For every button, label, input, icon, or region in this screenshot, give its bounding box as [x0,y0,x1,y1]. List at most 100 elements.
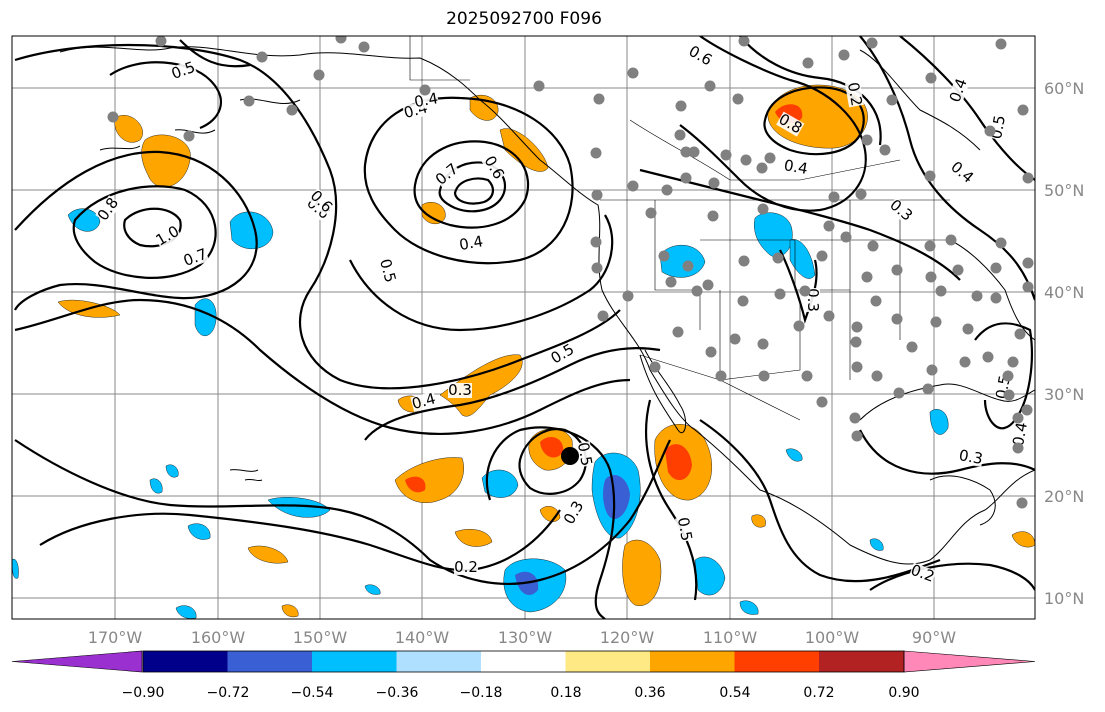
station-dot [849,412,861,424]
station-dot [870,295,882,307]
station-dot [774,288,786,300]
positive-anomaly-region [454,529,493,547]
contour-label-background [844,81,864,108]
station-dot [995,237,1007,249]
colorbar-extend-high [903,650,1036,673]
contour-label-background [307,188,335,216]
positive-anomaly-region [114,115,143,143]
colorbar-segment [650,651,735,672]
station-dot [925,72,937,84]
longitude-label: 170°W [88,628,143,647]
station-dot [1016,497,1028,509]
contour-label: 0.5 [376,257,400,285]
contour-label-background [574,441,594,468]
negative-anomaly-region [229,211,274,249]
station-dot [802,57,814,69]
station-dot [816,396,828,408]
station-dot [688,146,700,158]
latitude-label: 40°N [1044,283,1084,302]
negative-anomaly-region [149,478,163,494]
station-dot [758,370,770,382]
station-dot [990,292,1002,304]
contour-label: 0.4 [413,89,440,111]
station-dot [533,80,545,92]
station-dot [772,252,784,264]
longitude-label: 130°W [498,628,553,647]
station-dot [672,326,684,338]
station-dot [627,180,639,192]
station-dot [732,93,744,105]
station-dot [1003,389,1015,401]
contour-label-background [433,161,462,189]
station-dot [930,316,942,328]
station-dot [838,49,850,61]
contour-label-background [776,111,805,137]
station-dot [622,290,634,302]
station-dot [674,129,686,141]
station-dot [828,191,840,203]
contour-label: 0.3 [958,446,985,468]
station-dot [682,260,694,272]
station-dot [680,146,692,158]
negative-anomaly-region [694,556,726,596]
station-dot [886,94,898,106]
station-dot [801,370,813,382]
station-dot [757,338,769,350]
station-dot [952,264,964,276]
colorbar-outline [142,650,905,673]
station-dot [590,147,602,159]
contour-label-background [413,91,440,111]
station-dot [243,95,255,107]
station-dot [891,313,903,325]
colorbar-segment [819,651,904,672]
station-dot [107,111,119,123]
station-dot [737,295,749,307]
colorbar [11,650,1036,673]
station-dot [1017,104,1029,116]
station-dot [855,188,867,200]
station-dot [984,125,996,137]
contour-label: 0.4 [783,156,810,178]
colorbar-tick-label: −0.36 [376,685,419,701]
station-dot [924,170,936,182]
station-dot [922,383,934,395]
longitude-label: 160°W [191,628,246,647]
station-dot [1021,404,1033,416]
station-dot [738,255,750,267]
station-dot [313,69,325,81]
plot-frame [11,35,1036,620]
station-dot [893,387,905,399]
station-dot [183,130,195,142]
contour-label-background [169,59,198,82]
station-dot [702,279,714,291]
colorbar-tick-label: 0.72 [803,685,834,701]
station-dot [971,290,983,302]
longitude-label: 100°W [805,628,860,647]
contour-label-background [181,246,210,269]
colorbar-ticks: −0.90 −0.72 −0.54 −0.36 −0.18 0.18 0.36 … [122,685,920,701]
colorbar-tick-label: −0.54 [291,685,334,701]
strong-positive-core [665,444,692,481]
station-dot [840,231,852,243]
latitude-label: 50°N [1044,181,1084,200]
contour-label-background [153,223,182,249]
station-dot [691,285,703,297]
station-markers [107,36,1034,509]
station-dot [850,336,862,348]
station-dot [982,351,994,363]
station-dot [851,361,863,373]
station-dot [1012,442,1024,454]
negative-anomaly-region [12,558,19,579]
colorbar-segment [565,651,651,672]
station-dot [649,361,661,373]
station-dot [959,356,971,368]
positive-anomaly-region [394,457,464,503]
station-dot [1022,257,1034,269]
contour-label: 0.2 [454,558,478,576]
contour-label-background [481,153,507,182]
station-dot [793,320,805,332]
negative-anomaly-region [67,208,101,232]
contour-label: 0.2 [844,81,866,108]
station-dot [925,271,937,283]
station-dot [799,285,811,297]
